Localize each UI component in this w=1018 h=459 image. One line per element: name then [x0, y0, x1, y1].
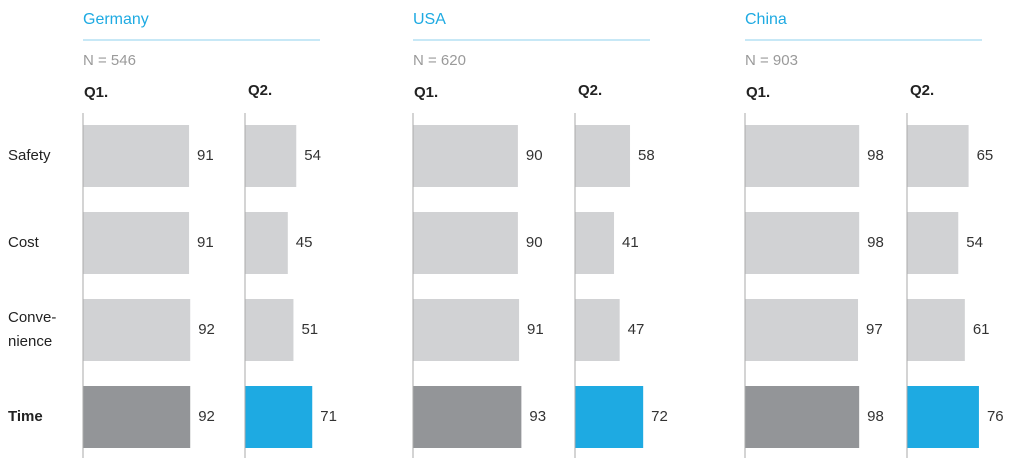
panel-title: Germany	[83, 11, 149, 28]
series-name: Q2.	[910, 82, 934, 99]
bar	[245, 212, 288, 274]
value-label: 65	[977, 147, 994, 164]
bar	[745, 386, 860, 448]
bar	[575, 125, 631, 187]
series-name: Q2.	[248, 82, 272, 99]
bar	[83, 125, 190, 187]
bar	[907, 299, 965, 361]
series-name: Q1.	[84, 84, 108, 101]
bar	[745, 212, 860, 274]
bar	[83, 386, 191, 448]
value-label: 71	[320, 408, 337, 425]
category-label: Cost	[8, 234, 39, 251]
bar	[245, 125, 297, 187]
value-label: 90	[526, 147, 543, 164]
value-label: 91	[197, 234, 214, 251]
value-label: 76	[987, 408, 1004, 425]
bar	[907, 212, 959, 274]
value-label: 51	[301, 321, 318, 338]
value-label: 92	[198, 408, 215, 425]
category-label: Conve- nience	[8, 309, 57, 350]
category-label: Time	[8, 408, 43, 425]
category-label: Safety	[8, 147, 51, 164]
value-label: 92	[198, 321, 215, 338]
value-label: 91	[527, 321, 544, 338]
value-label: 58	[638, 147, 655, 164]
bar	[245, 386, 313, 448]
panel-title: USA	[413, 11, 446, 28]
value-label: 72	[651, 408, 668, 425]
series-name: Q2.	[578, 82, 602, 99]
value-label: 41	[622, 234, 639, 251]
value-label: 61	[973, 321, 990, 338]
panel-subtitle: N = 620	[413, 52, 466, 69]
bar	[245, 299, 294, 361]
value-label: 45	[296, 234, 313, 251]
bar	[83, 299, 191, 361]
value-label: 97	[866, 321, 883, 338]
bar	[83, 212, 190, 274]
value-label: 91	[197, 147, 214, 164]
value-label: 54	[966, 234, 983, 251]
bar	[413, 212, 518, 274]
series-name: Q1.	[414, 84, 438, 101]
bar	[907, 125, 969, 187]
bar	[413, 299, 520, 361]
value-label: 98	[867, 234, 884, 251]
bar	[575, 386, 644, 448]
panel-subtitle: N = 546	[83, 52, 136, 69]
value-label: 54	[304, 147, 321, 164]
bar	[745, 299, 859, 361]
value-label: 98	[867, 408, 884, 425]
bar	[413, 125, 518, 187]
panel-subtitle: N = 903	[745, 52, 798, 69]
bar	[907, 386, 979, 448]
value-label: 47	[628, 321, 645, 338]
value-label: 90	[526, 234, 543, 251]
value-label: 93	[529, 408, 546, 425]
bar	[745, 125, 860, 187]
series-name: Q1.	[746, 84, 770, 101]
bar	[575, 212, 615, 274]
value-label: 98	[867, 147, 884, 164]
bar	[575, 299, 620, 361]
panel-title: China	[745, 11, 787, 28]
bar	[413, 386, 522, 448]
